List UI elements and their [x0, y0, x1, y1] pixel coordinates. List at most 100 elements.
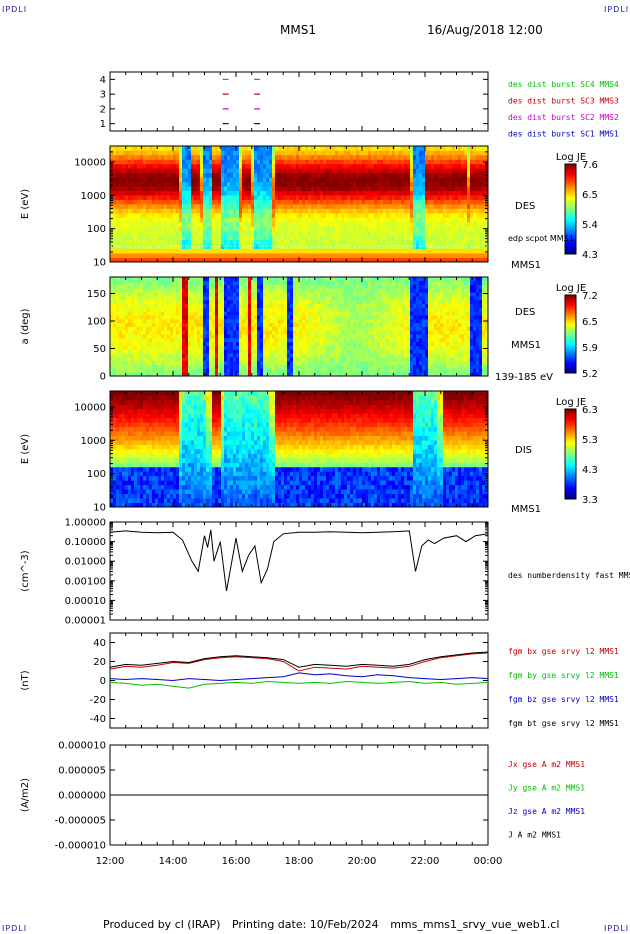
des_e-cell [254, 195, 258, 200]
des_e-cell [398, 212, 402, 218]
des_e-cell [200, 172, 204, 178]
des_e-cell [464, 172, 468, 178]
des_pa-cell [254, 330, 258, 335]
des_e-cell [356, 204, 360, 209]
des_pa-cell [161, 334, 165, 339]
des_pa-cell [224, 322, 228, 327]
des_e-cell [479, 154, 483, 160]
des_pa-cell [209, 303, 213, 308]
des_e-cell [338, 204, 342, 209]
des_e-cell [218, 239, 222, 245]
des_e-cell [152, 212, 156, 218]
des_pa-cell [212, 284, 216, 289]
des_e-cell [125, 217, 129, 223]
des_e-cell [308, 154, 312, 160]
des_pa-cell [125, 318, 129, 324]
des_e-cell [371, 239, 375, 245]
des_e-cell [152, 163, 156, 169]
des_pa-cell [143, 368, 147, 373]
des_e-cell [356, 244, 360, 250]
des_e-cell [338, 159, 342, 165]
des_e-cell [188, 235, 192, 241]
des_e-cell [269, 159, 273, 165]
des_e-cell [332, 199, 336, 205]
des_e-cell [470, 186, 474, 192]
des_pa-cell [242, 296, 246, 301]
des_e-cell [458, 159, 462, 165]
des_e-cell [455, 195, 459, 200]
des_pa-cell [134, 307, 138, 312]
des_pa-cell [116, 360, 120, 365]
des_e-cell [371, 248, 375, 254]
des_e-cell [452, 212, 456, 218]
des_e-cell [425, 248, 429, 254]
des_e-cell [485, 235, 489, 241]
des_e-cell [362, 204, 366, 209]
des_e-cell [143, 177, 147, 183]
des_e-cell [296, 257, 300, 263]
des_pa-cell [143, 326, 147, 331]
des_e-cell [215, 195, 219, 200]
des_e-cell [410, 181, 414, 187]
des_e-cell [188, 248, 192, 254]
des_e-cell [440, 204, 444, 209]
des_e-cell [380, 199, 384, 205]
des_e-cell [329, 235, 333, 241]
des_pa-cell [242, 356, 246, 362]
des_e-cell [134, 181, 138, 187]
des_e-cell [218, 186, 222, 192]
des_e-cell [182, 146, 186, 151]
des_pa-cell [185, 284, 189, 289]
des_pa-cell [251, 353, 255, 358]
des_e-cell [248, 159, 252, 165]
des_e-cell [146, 163, 150, 169]
des_pa-cell [209, 311, 213, 316]
des_pa-cell [146, 307, 150, 312]
des_pa-cell [167, 345, 171, 350]
des_pa-cell [272, 288, 276, 293]
des_e-cell [413, 230, 417, 236]
des_pa-cell [137, 322, 141, 327]
corner-mark-top-right: IPDLI [604, 5, 630, 14]
des_pa-cell [161, 345, 165, 350]
des_pa-cell [152, 311, 156, 316]
des_e-cell [407, 190, 411, 196]
des_pa-cell [146, 315, 150, 320]
des_e-cell [461, 159, 465, 165]
des_e-cell [377, 221, 381, 227]
des_e-cell [281, 154, 285, 160]
des_pa-cell [116, 349, 120, 354]
des_pa-cell [227, 315, 231, 320]
des_pa-cell [113, 322, 117, 327]
des_e-cell [287, 208, 291, 214]
des_pa-cell [131, 334, 135, 339]
des_e-cell [287, 168, 291, 174]
des_e-cell [209, 212, 213, 218]
des_pa-cell [206, 303, 210, 308]
des_pa-cell [278, 322, 282, 327]
des_e-cell [458, 208, 462, 214]
des_pa-cell [242, 307, 246, 312]
des_pa-cell [116, 353, 120, 358]
des_e-cell [347, 204, 351, 209]
des_e-cell [131, 146, 135, 151]
des_e-cell [170, 217, 174, 223]
des-e-scpot-label: edp scpot MMS1 [508, 234, 574, 243]
des_e-cell [308, 199, 312, 205]
des_e-cell [125, 168, 129, 174]
des_e-cell [464, 186, 468, 192]
des_pa-cell [122, 315, 126, 320]
des_e-cell [125, 239, 129, 245]
des_pa-cell [161, 292, 165, 297]
des_pa-cell [119, 326, 123, 331]
des_e-cell [290, 204, 294, 209]
des_e-cell [473, 226, 477, 232]
des_pa-cell [209, 284, 213, 289]
des_e-cell [281, 212, 285, 218]
des_pa-cell [167, 364, 171, 369]
des_e-cell [233, 190, 237, 196]
des_pa-cell [251, 315, 255, 320]
des_e-cell [191, 239, 195, 245]
des_e-cell [266, 154, 270, 160]
des_e-cell [383, 253, 387, 258]
